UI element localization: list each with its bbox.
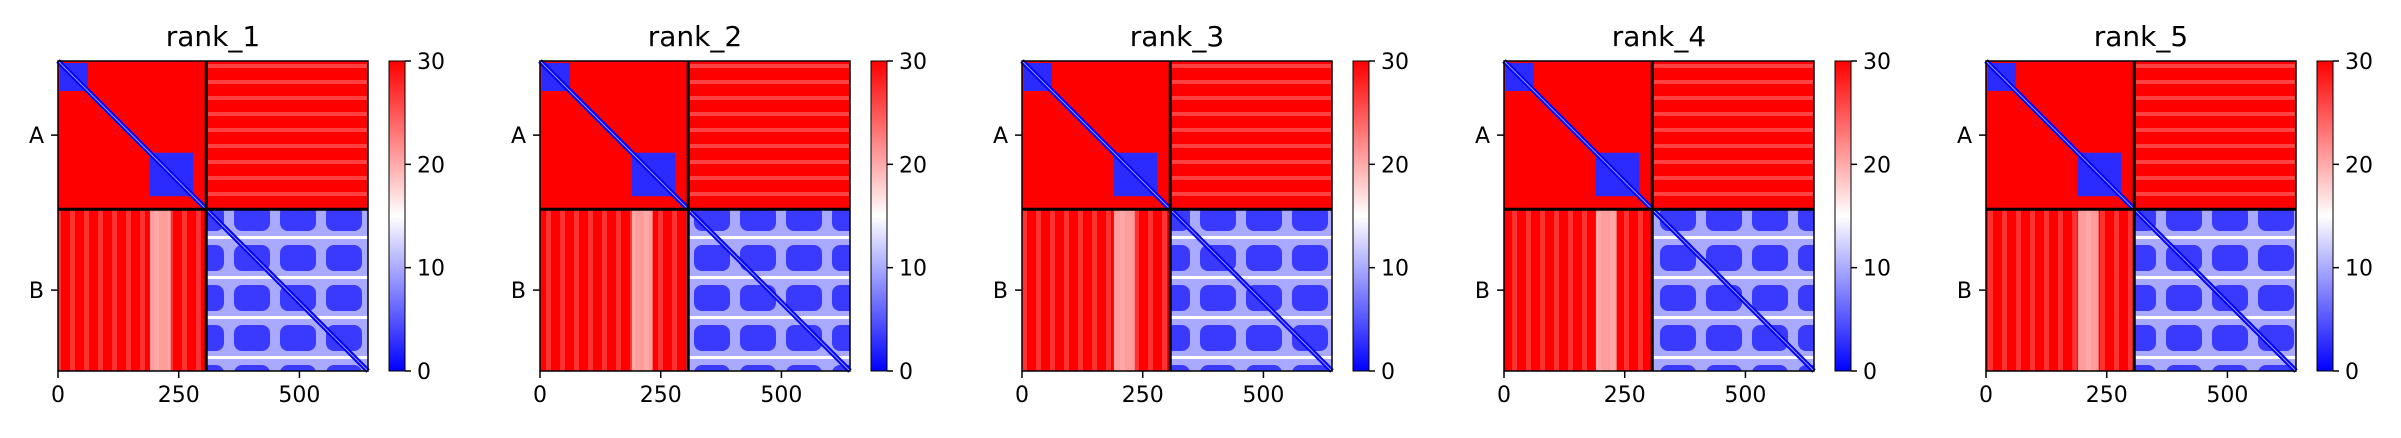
axes-frame	[1503, 60, 1815, 372]
colorbar	[388, 60, 406, 372]
heatmap-diagonal-highlight	[1985, 60, 2297, 372]
colorbar-tick-label: 10	[1863, 257, 1891, 282]
heatmap-block-AB	[1652, 61, 1814, 210]
heatmap-diagonal-highlight	[539, 60, 851, 372]
colorbar-tick-label: 0	[899, 360, 913, 385]
x-tick-label: 250	[158, 383, 200, 408]
y-tick-label: B	[511, 279, 526, 304]
panel-title: rank_2	[648, 20, 742, 53]
heatmap-block-AB	[2134, 61, 2296, 210]
colorbar-tick-label: 10	[417, 257, 445, 282]
colorbar-tick-label: 30	[1863, 50, 1891, 75]
panel-4: rank_4 0 250 500 A B 0 10 20 30	[1475, 20, 1891, 408]
x-tick-label: 500	[2206, 383, 2248, 408]
colorbar-tick-label: 20	[1381, 153, 1409, 178]
x-tick-label: 500	[760, 383, 802, 408]
x-tick-label: 250	[1604, 383, 1646, 408]
colorbar-tick-label: 20	[2345, 153, 2373, 178]
panel-title: rank_3	[1130, 20, 1224, 53]
colorbar-tick-label: 10	[2345, 257, 2373, 282]
x-tick-label: 0	[51, 383, 65, 408]
colorbar-tick-label: 20	[417, 153, 445, 178]
heatmap-block-BA	[1986, 209, 2135, 371]
colorbar-tick-label: 10	[899, 257, 927, 282]
panel-1: rank_1 0 250 500 A B 0 10 20 30	[29, 20, 445, 408]
heatmap-block-AB	[688, 61, 850, 210]
heatmap-band-BA	[2077, 209, 2099, 371]
y-tick-label: B	[29, 279, 44, 304]
heatmap-block-AB	[1170, 61, 1332, 210]
y-tick-label: B	[993, 279, 1008, 304]
colorbar	[1352, 60, 1370, 372]
heatmap-band-BA	[149, 209, 171, 371]
y-tick-label: B	[1957, 279, 1972, 304]
x-tick-label: 0	[533, 383, 547, 408]
panel-title: rank_5	[2094, 20, 2188, 53]
colorbar-tick-label: 30	[417, 50, 445, 75]
y-tick-label: A	[29, 124, 44, 149]
panel-3: rank_3 0 250 500 A B 0 10 20 30	[993, 20, 1409, 408]
panel-title: rank_1	[166, 20, 260, 53]
colorbar	[1834, 60, 1852, 372]
x-tick-label: 250	[2086, 383, 2128, 408]
colorbar-tick-label: 20	[899, 153, 927, 178]
heatmap-block-BA	[1022, 209, 1171, 371]
x-tick-label: 0	[1497, 383, 1511, 408]
y-tick-label: A	[1957, 124, 1972, 149]
heatmap-block-BA	[540, 209, 689, 371]
heatmap-band-BA	[631, 209, 653, 371]
colorbar-tick-label: 0	[2345, 360, 2359, 385]
heatmap-block-BA	[58, 209, 207, 371]
x-tick-label: 250	[1122, 383, 1164, 408]
heatmap-diagonal-highlight	[1021, 60, 1333, 372]
panel-title: rank_4	[1612, 20, 1706, 53]
x-tick-label: 0	[1979, 383, 1993, 408]
heatmap-block-AB	[206, 61, 368, 210]
colorbar-tick-label: 30	[1381, 50, 1409, 75]
x-tick-label: 0	[1015, 383, 1029, 408]
axes-frame	[57, 60, 369, 372]
colorbar	[2316, 60, 2334, 372]
axes-frame	[539, 60, 851, 372]
axes-frame	[1021, 60, 1333, 372]
y-tick-label: A	[993, 124, 1008, 149]
y-tick-label: B	[1475, 279, 1490, 304]
colorbar-tick-label: 30	[899, 50, 927, 75]
y-tick-label: A	[1475, 124, 1490, 149]
colorbar-tick-label: 10	[1381, 257, 1409, 282]
heatmap-band-BA	[1113, 209, 1135, 371]
colorbar-tick-label: 0	[417, 360, 431, 385]
heatmap-block-BA	[1504, 209, 1653, 371]
colorbar-tick-label: 0	[1381, 360, 1395, 385]
heatmap-diagonal-highlight	[57, 60, 369, 372]
colorbar-tick-label: 20	[1863, 153, 1891, 178]
x-tick-label: 500	[1242, 383, 1284, 408]
colorbar-tick-label: 30	[2345, 50, 2373, 75]
axes-frame	[1985, 60, 2297, 372]
colorbar	[870, 60, 888, 372]
heatmap-diagonal-highlight	[1503, 60, 1815, 372]
panel-2: rank_2 0 250 500 A B 0 10 20 30	[511, 20, 927, 408]
y-tick-label: A	[511, 124, 526, 149]
x-tick-label: 250	[640, 383, 682, 408]
colorbar-tick-label: 0	[1863, 360, 1877, 385]
x-tick-label: 500	[1724, 383, 1766, 408]
x-tick-label: 500	[278, 383, 320, 408]
heatmap-band-BA	[1595, 209, 1617, 371]
panel-5: rank_5 0 250 500 A B 0 10 20 30	[1957, 20, 2373, 408]
